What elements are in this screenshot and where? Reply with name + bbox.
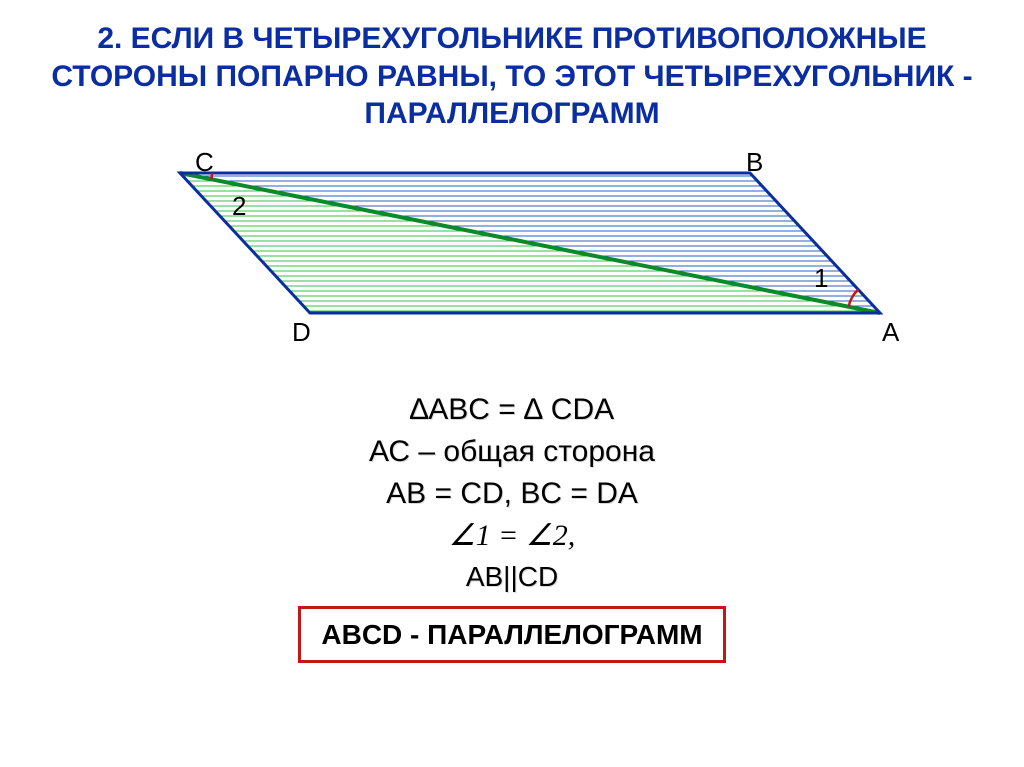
proof-line-4: ∠1 = ∠2, <box>0 515 1024 557</box>
proof-line-2: АС – общая сторона <box>0 431 1024 473</box>
proof-line-1: ∆ABC = ∆ CDA <box>0 389 1024 431</box>
title-text: 2. ЕСЛИ В ЧЕТЫРЕХУГОЛЬНИКЕ ПРОТИВОПОЛОЖН… <box>51 22 972 130</box>
angle-label-1: 1 <box>814 263 828 294</box>
proof-line-5: AB||CD <box>0 557 1024 596</box>
proof-line-4-text: ∠1 = ∠2, <box>449 519 576 552</box>
vertex-label-b: B <box>746 147 763 178</box>
parallelogram-diagram: C B A D 2 1 <box>0 143 1024 383</box>
vertex-label-d: D <box>292 317 311 348</box>
proof-line-3: AB = CD, BC = DA <box>0 473 1024 515</box>
conclusion-text: ABCD - ПАРАЛЛЕЛОГРАММ <box>321 619 702 650</box>
vertex-label-c: C <box>195 147 214 178</box>
theorem-title: 2. ЕСЛИ В ЧЕТЫРЕХУГОЛЬНИКЕ ПРОТИВОПОЛОЖН… <box>0 0 1024 143</box>
vertex-label-a: A <box>882 317 899 348</box>
angle-label-2: 2 <box>232 191 246 222</box>
diagram-svg <box>0 143 1024 383</box>
proof-block: ∆ABC = ∆ CDA АС – общая сторона AB = CD,… <box>0 389 1024 663</box>
conclusion-box: ABCD - ПАРАЛЛЕЛОГРАММ <box>298 606 725 663</box>
